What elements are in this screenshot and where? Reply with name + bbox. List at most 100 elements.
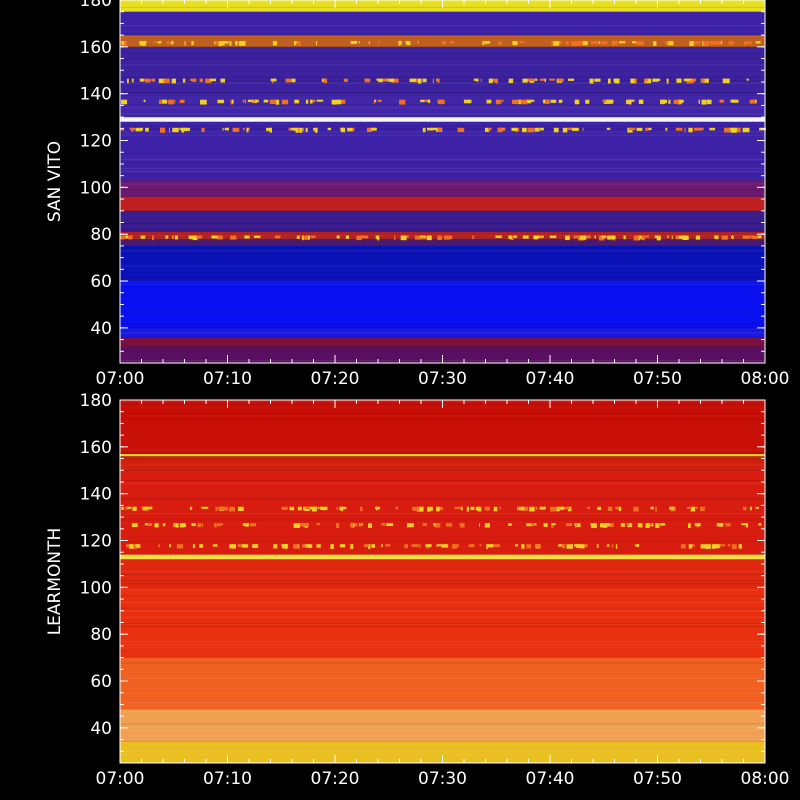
burst-mark bbox=[518, 506, 524, 511]
y-tick-label: 180 bbox=[80, 391, 112, 411]
burst-mark bbox=[437, 127, 442, 132]
burst-mark bbox=[199, 78, 203, 83]
burst-mark bbox=[430, 127, 437, 131]
burst-mark bbox=[336, 506, 339, 511]
burst-mark bbox=[525, 99, 532, 104]
burst-mark bbox=[192, 544, 196, 549]
burst-mark bbox=[756, 235, 762, 239]
spectrum-striation bbox=[120, 692, 765, 694]
burst-mark bbox=[623, 235, 626, 240]
burst-mark bbox=[730, 127, 737, 133]
burst-mark bbox=[627, 523, 633, 528]
burst-mark bbox=[368, 544, 375, 548]
burst-mark bbox=[171, 78, 176, 84]
burst-mark bbox=[562, 127, 568, 133]
burst-mark bbox=[545, 523, 548, 527]
burst-mark bbox=[591, 523, 597, 529]
spectrum-striation bbox=[120, 449, 765, 451]
burst-mark bbox=[579, 544, 585, 549]
burst-mark bbox=[694, 127, 700, 131]
burst-mark bbox=[298, 523, 305, 527]
burst-mark bbox=[181, 127, 184, 133]
y-tick-label: 160 bbox=[80, 38, 112, 58]
burst-mark bbox=[725, 523, 731, 527]
burst-mark bbox=[549, 78, 555, 81]
burst-mark bbox=[180, 127, 188, 132]
burst-mark bbox=[192, 235, 198, 241]
burst-mark bbox=[550, 99, 557, 103]
burst-mark bbox=[644, 78, 652, 84]
burst-mark bbox=[571, 41, 579, 46]
burst-mark bbox=[221, 506, 228, 511]
burst-mark bbox=[140, 235, 146, 239]
burst-mark bbox=[676, 78, 682, 83]
burst-mark bbox=[182, 78, 186, 83]
burst-mark bbox=[162, 523, 166, 527]
burst-mark bbox=[626, 523, 630, 526]
burst-mark bbox=[400, 235, 407, 241]
burst-mark bbox=[714, 235, 719, 240]
burst-mark bbox=[620, 523, 625, 527]
spectrum-band bbox=[120, 554, 765, 560]
burst-mark bbox=[460, 506, 463, 511]
burst-mark bbox=[667, 41, 674, 46]
spectrum-striation bbox=[120, 189, 765, 191]
burst-mark bbox=[184, 41, 186, 46]
burst-mark bbox=[313, 127, 316, 131]
burst-mark bbox=[487, 506, 489, 512]
burst-mark bbox=[219, 41, 224, 44]
burst-mark bbox=[511, 99, 519, 105]
burst-mark bbox=[589, 78, 594, 84]
spectrum-striation bbox=[120, 250, 765, 252]
burst-mark bbox=[449, 41, 455, 44]
y-axis-label: LEARMONTH bbox=[45, 528, 65, 636]
burst-mark bbox=[220, 523, 224, 526]
spectrum-striation bbox=[120, 540, 765, 542]
burst-mark bbox=[475, 78, 479, 82]
burst-mark bbox=[352, 127, 355, 132]
burst-mark bbox=[756, 506, 759, 510]
burst-mark bbox=[426, 127, 434, 131]
burst-mark bbox=[145, 506, 152, 510]
burst-mark bbox=[184, 127, 191, 131]
y-tick-label: 60 bbox=[90, 672, 112, 692]
burst-mark bbox=[253, 99, 256, 103]
burst-mark bbox=[627, 127, 633, 133]
burst-mark bbox=[698, 127, 704, 131]
burst-mark bbox=[691, 41, 694, 45]
burst-mark bbox=[526, 523, 534, 527]
burst-mark bbox=[493, 506, 498, 512]
burst-mark bbox=[687, 506, 690, 509]
burst-mark bbox=[191, 41, 194, 46]
burst-mark bbox=[232, 127, 240, 132]
burst-mark bbox=[316, 544, 321, 548]
burst-mark bbox=[308, 544, 313, 549]
burst-mark bbox=[199, 544, 204, 548]
burst-mark bbox=[443, 235, 451, 240]
spectrum-striation bbox=[120, 750, 765, 752]
burst-mark bbox=[751, 235, 758, 239]
burst-mark bbox=[310, 99, 313, 104]
burst-mark bbox=[374, 99, 377, 103]
spectrum-striation bbox=[120, 412, 765, 414]
spectrum-striation bbox=[120, 498, 765, 500]
spectrum-striation bbox=[120, 726, 765, 728]
burst-mark bbox=[381, 523, 384, 526]
burst-mark bbox=[339, 544, 346, 548]
spectrum-striation bbox=[120, 171, 765, 173]
burst-mark bbox=[645, 523, 650, 529]
spectrum-striation bbox=[120, 580, 765, 582]
burst-mark bbox=[511, 127, 518, 131]
spectrum-band bbox=[120, 400, 765, 454]
burst-mark bbox=[650, 523, 653, 526]
burst-mark bbox=[590, 523, 592, 526]
spectrum-striation bbox=[120, 159, 765, 161]
burst-mark bbox=[189, 506, 193, 510]
spectrum-striation bbox=[120, 162, 765, 164]
spectrum-striation bbox=[120, 82, 765, 84]
burst-mark bbox=[454, 506, 460, 509]
x-tick-label: 07:30 bbox=[418, 769, 467, 789]
burst-mark bbox=[252, 544, 259, 548]
burst-mark bbox=[432, 78, 434, 84]
burst-mark bbox=[441, 544, 449, 548]
